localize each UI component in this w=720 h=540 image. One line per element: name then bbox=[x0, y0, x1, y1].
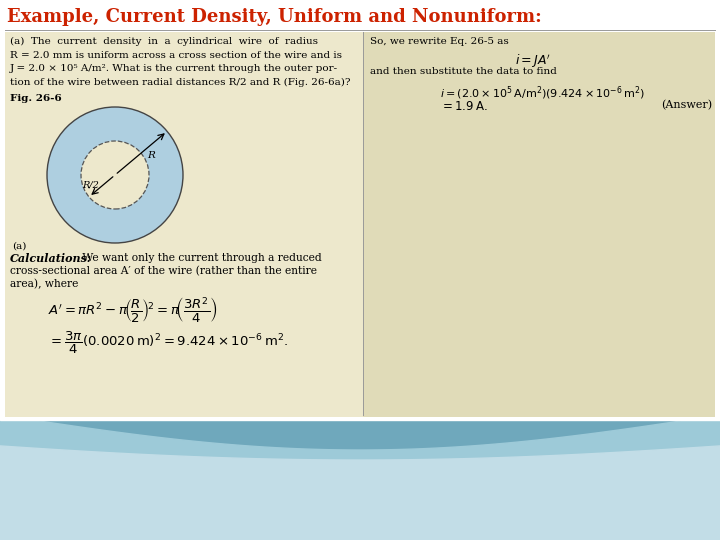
Text: and then substitute the data to find: and then substitute the data to find bbox=[370, 67, 557, 76]
Bar bbox=[0, 0, 720, 420]
Circle shape bbox=[81, 141, 149, 209]
Text: R: R bbox=[147, 151, 155, 159]
Text: J = 2.0 × 10⁵ A/m². What is the current through the outer por-: J = 2.0 × 10⁵ A/m². What is the current … bbox=[10, 64, 338, 73]
Text: $A' = \pi R^2 - \pi\!\left(\dfrac{R}{2}\right)^{\!2} = \pi\!\left(\dfrac{3R^2}{4: $A' = \pi R^2 - \pi\!\left(\dfrac{R}{2}\… bbox=[48, 296, 218, 325]
Text: $i = JA'$: $i = JA'$ bbox=[515, 53, 552, 71]
Polygon shape bbox=[0, 415, 720, 540]
Text: (a)  The  current  density  in  a  cylindrical  wire  of  radius: (a) The current density in a cylindrical… bbox=[10, 37, 318, 46]
Text: (Answer): (Answer) bbox=[661, 100, 712, 110]
Text: $i = (2.0 \times 10^5\,\mathrm{A/m^2})(9.424 \times 10^{-6}\,\mathrm{m^2})$: $i = (2.0 \times 10^5\,\mathrm{A/m^2})(9… bbox=[440, 84, 645, 102]
Text: So, we rewrite Eq. 26-5 as: So, we rewrite Eq. 26-5 as bbox=[370, 37, 509, 46]
Text: cross-sectional area A′ of the wire (rather than the entire: cross-sectional area A′ of the wire (rat… bbox=[10, 266, 317, 276]
Circle shape bbox=[47, 107, 183, 243]
Text: R/2: R/2 bbox=[83, 180, 99, 190]
Text: R = 2.0 mm is uniform across a cross section of the wire and is: R = 2.0 mm is uniform across a cross sec… bbox=[10, 51, 342, 59]
Text: $= 1.9\,\mathrm{A}.$: $= 1.9\,\mathrm{A}.$ bbox=[440, 100, 487, 113]
Text: Calculations:: Calculations: bbox=[10, 253, 92, 264]
Bar bbox=[5, 32, 363, 417]
Text: Example, Current Density, Uniform and Nonuniform:: Example, Current Density, Uniform and No… bbox=[7, 8, 541, 26]
Bar bbox=[0, 415, 720, 540]
Text: (a): (a) bbox=[12, 242, 27, 251]
Text: Fig. 26-6: Fig. 26-6 bbox=[10, 94, 62, 103]
Polygon shape bbox=[0, 446, 720, 540]
Text: We want only the current through a reduced: We want only the current through a reduc… bbox=[79, 253, 322, 263]
Text: tion of the wire between radial distances R/2 and R (Fig. 26-6a)?: tion of the wire between radial distance… bbox=[10, 78, 351, 86]
Bar bbox=[363, 32, 715, 417]
Text: $= \dfrac{3\pi}{4}(0.0020\,\mathrm{m})^2 = 9.424 \times 10^{-6}\,\mathrm{m}^2.$: $= \dfrac{3\pi}{4}(0.0020\,\mathrm{m})^2… bbox=[48, 330, 288, 356]
Text: area), where: area), where bbox=[10, 279, 78, 289]
